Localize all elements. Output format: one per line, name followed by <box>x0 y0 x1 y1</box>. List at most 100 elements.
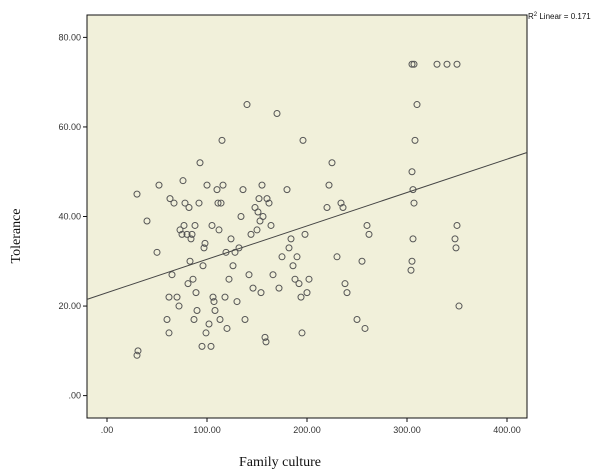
scatter-point <box>134 347 142 355</box>
scatter-point <box>217 199 225 207</box>
scatter-point <box>205 320 213 328</box>
scatter-point <box>333 253 341 261</box>
x-axis: .00 100.00 200.00 300.00 400.00 <box>101 418 521 435</box>
scatter-point <box>287 235 295 243</box>
scatter-point <box>409 235 417 243</box>
scatter-point <box>168 271 176 279</box>
scatter-point <box>297 293 305 301</box>
scatter-point <box>358 257 366 265</box>
scatter-point <box>323 204 331 212</box>
scatter-point <box>259 213 267 220</box>
scatter-point <box>187 235 195 243</box>
scatter-point <box>258 181 266 189</box>
scatter-point <box>186 257 194 265</box>
scatter-point <box>410 60 418 68</box>
scatter-point <box>325 181 333 189</box>
scatter-point <box>361 324 369 332</box>
scatter-point <box>173 293 181 301</box>
scatter-point <box>211 307 219 315</box>
scatter-point <box>214 199 222 207</box>
y-tick-label: 20.00 <box>58 301 81 311</box>
scatter-point <box>193 307 201 315</box>
scatter-point <box>165 293 173 301</box>
scatter-point <box>249 284 257 292</box>
scatter-point <box>202 329 210 337</box>
scatter-point <box>410 199 418 207</box>
scatter-point <box>293 253 301 261</box>
scatter-point <box>278 253 286 261</box>
scatter-point <box>275 284 283 292</box>
scatter-point <box>225 275 233 283</box>
scatter-point <box>452 244 460 252</box>
scatter-point <box>215 226 223 234</box>
scatter-point <box>303 289 311 297</box>
y-tick-label: .00 <box>68 391 81 401</box>
scatter-point <box>285 244 293 252</box>
scatter-point <box>165 329 173 337</box>
scatter-point <box>411 136 419 144</box>
scatter-point <box>207 342 215 350</box>
scatter-point <box>179 177 187 185</box>
scatter-point <box>163 315 171 323</box>
scatter-point <box>453 221 461 229</box>
scatter-point <box>243 101 251 109</box>
x-axis-title: Family culture <box>239 455 321 470</box>
scatter-point <box>289 262 297 270</box>
x-tick-label: .00 <box>101 425 114 435</box>
scatter-point <box>208 221 216 229</box>
scatter-point <box>199 262 207 270</box>
scatter-point <box>233 298 241 306</box>
x-tick-label: 100.00 <box>193 425 221 435</box>
scatter-point <box>188 230 196 238</box>
scatter-point <box>305 275 313 283</box>
scatter-point <box>443 60 451 68</box>
scatter-point <box>255 195 263 203</box>
scatter-point <box>201 239 209 247</box>
scatter-point <box>247 230 255 238</box>
scatter-point <box>253 226 261 234</box>
scatter-point <box>337 199 345 207</box>
scatter-point <box>265 199 273 207</box>
scatter-point <box>433 60 441 68</box>
scatter-point <box>221 293 229 301</box>
fit-label: R2 Linear = 0.171 <box>528 12 591 21</box>
y-axis-title: Tolerance <box>9 209 24 264</box>
scatter-point <box>453 60 461 68</box>
scatter-point <box>219 181 227 189</box>
scatter-point <box>407 266 415 274</box>
scatter-point <box>180 221 188 229</box>
plot-area <box>86 14 528 419</box>
scatter-point <box>339 204 347 212</box>
scatter-point <box>273 110 281 118</box>
scatter-point <box>451 235 459 243</box>
scatter-point <box>192 289 200 297</box>
x-tick-label: 200.00 <box>293 425 321 435</box>
scatter-point <box>195 199 203 207</box>
fit-label-suffix: Linear = 0.171 <box>537 12 591 21</box>
scatter-point <box>301 230 309 238</box>
scatter-point <box>283 186 291 194</box>
scatter-point <box>216 315 224 323</box>
scatter-point <box>299 136 307 144</box>
scatter-point <box>343 289 351 297</box>
scatter-point <box>190 315 198 323</box>
scatter-point <box>245 271 253 279</box>
scatter-point <box>328 159 336 167</box>
scatter-point <box>155 181 163 189</box>
scatter-point <box>363 221 371 229</box>
data-marks <box>133 60 463 359</box>
y-tick-label: 80.00 <box>58 32 81 42</box>
scatter-point <box>184 280 192 288</box>
scatter-point <box>191 221 199 229</box>
scatter-point <box>298 329 306 337</box>
scatter-point <box>175 302 183 310</box>
scatter-point <box>231 248 239 256</box>
scatter-point <box>143 217 151 225</box>
scatter-point <box>223 324 231 332</box>
scatter-point <box>227 235 235 243</box>
scatter-point <box>365 230 373 238</box>
scatter-point <box>413 101 421 109</box>
scatter-point <box>213 186 221 194</box>
scatter-point <box>291 275 299 283</box>
